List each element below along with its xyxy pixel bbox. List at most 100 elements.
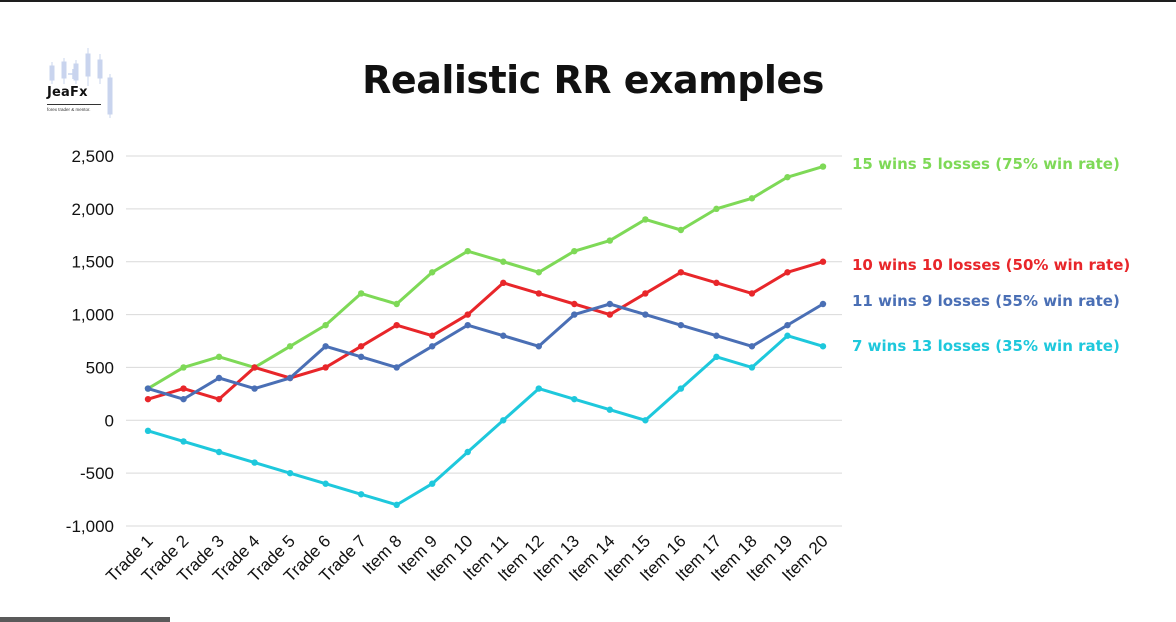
data-point: [357, 353, 365, 361]
y-tick-label: 0: [105, 411, 114, 430]
y-tick-label: 2,500: [71, 147, 114, 166]
data-point: [144, 385, 152, 392]
data-point: [464, 247, 471, 255]
data-point: [784, 269, 791, 276]
brand-divider: [47, 104, 101, 105]
data-point: [642, 290, 649, 297]
data-point: [784, 332, 791, 339]
data-point: [500, 258, 507, 265]
series-line: [147, 260, 824, 401]
y-tick-label: 500: [86, 358, 114, 377]
data-point: [464, 448, 471, 456]
data-point: [180, 438, 187, 445]
y-tick-label: 1,000: [71, 306, 114, 325]
data-point: [606, 300, 614, 308]
data-point: [500, 417, 507, 424]
data-point: [606, 237, 614, 244]
data-point: [286, 343, 294, 350]
data-point: [535, 290, 542, 297]
chart-grid: [126, 155, 842, 527]
y-tick-label: 2,000: [71, 200, 114, 219]
data-point: [535, 269, 542, 276]
series-4: [144, 332, 827, 509]
data-point: [677, 226, 685, 234]
data-point: [429, 343, 436, 350]
data-point: [571, 395, 578, 403]
data-point: [357, 343, 365, 350]
data-point: [748, 290, 756, 297]
brand-name: JeaFx: [47, 85, 88, 100]
data-point: [819, 300, 827, 308]
series-label: 7 wins 13 losses (35% win rate): [852, 337, 1120, 355]
data-point: [322, 364, 329, 371]
brand-tagline: forex trader & mentor.: [47, 107, 91, 112]
data-point: [393, 501, 400, 509]
chart-title: Realistic RR examples: [362, 58, 824, 102]
data-point: [677, 385, 685, 392]
data-point: [215, 448, 223, 456]
series-label: 15 wins 5 losses (75% win rate): [852, 155, 1120, 173]
y-tick-label: -1,000: [66, 517, 114, 536]
bottom-progress-bar: [0, 617, 170, 622]
data-point: [286, 469, 294, 477]
series-3: [144, 300, 827, 403]
data-point: [180, 395, 187, 403]
data-point: [357, 290, 365, 297]
y-axis-ticks: 2,500 2,000 1,500 1,000 500 0 -500 -1,000: [66, 147, 114, 536]
data-point: [677, 269, 685, 276]
data-point: [357, 491, 365, 498]
data-point: [571, 300, 578, 308]
data-point: [144, 395, 152, 403]
candlestick-logo-icon: [49, 48, 113, 118]
series-label: 10 wins 10 losses (50% win rate): [852, 256, 1130, 274]
data-point: [713, 279, 720, 287]
series-label: 11 wins 9 losses (55% win rate): [852, 292, 1120, 310]
data-point: [215, 395, 223, 403]
data-point: [748, 343, 756, 350]
data-point: [713, 205, 720, 213]
data-point: [180, 385, 187, 392]
top-frame-line: [0, 0, 1176, 2]
y-tick-label: -500: [80, 464, 114, 483]
data-point: [322, 321, 329, 329]
data-point: [606, 406, 614, 413]
brand-logo: JeaFx forex trader & mentor.: [44, 44, 116, 120]
data-point: [642, 311, 649, 318]
series-line: [147, 165, 824, 390]
series-2: [144, 258, 827, 403]
data-point: [393, 300, 400, 308]
data-point: [819, 343, 827, 350]
data-point: [286, 374, 294, 382]
data-point: [784, 321, 791, 329]
data-point: [322, 480, 329, 487]
data-point: [535, 385, 542, 392]
data-point: [393, 364, 400, 371]
data-point: [322, 343, 329, 350]
data-point: [677, 321, 685, 329]
data-point: [215, 353, 223, 361]
data-point: [251, 385, 258, 392]
series-line: [147, 334, 824, 507]
data-point: [535, 343, 542, 350]
data-point: [251, 364, 258, 371]
y-tick-label: 1,500: [71, 253, 114, 272]
data-point: [819, 163, 827, 170]
data-point: [642, 417, 649, 424]
data-point: [500, 332, 507, 339]
data-point: [606, 311, 614, 318]
x-tick-label: Item 8: [359, 531, 406, 578]
chart-series: [144, 163, 827, 509]
data-point: [819, 258, 827, 265]
data-point: [144, 427, 152, 435]
data-point: [748, 364, 756, 371]
data-point: [642, 216, 649, 223]
data-point: [429, 269, 436, 276]
data-point: [393, 321, 400, 329]
data-point: [713, 332, 720, 339]
data-point: [251, 459, 258, 466]
data-point: [500, 279, 507, 287]
data-point: [464, 321, 471, 329]
data-point: [180, 364, 187, 371]
